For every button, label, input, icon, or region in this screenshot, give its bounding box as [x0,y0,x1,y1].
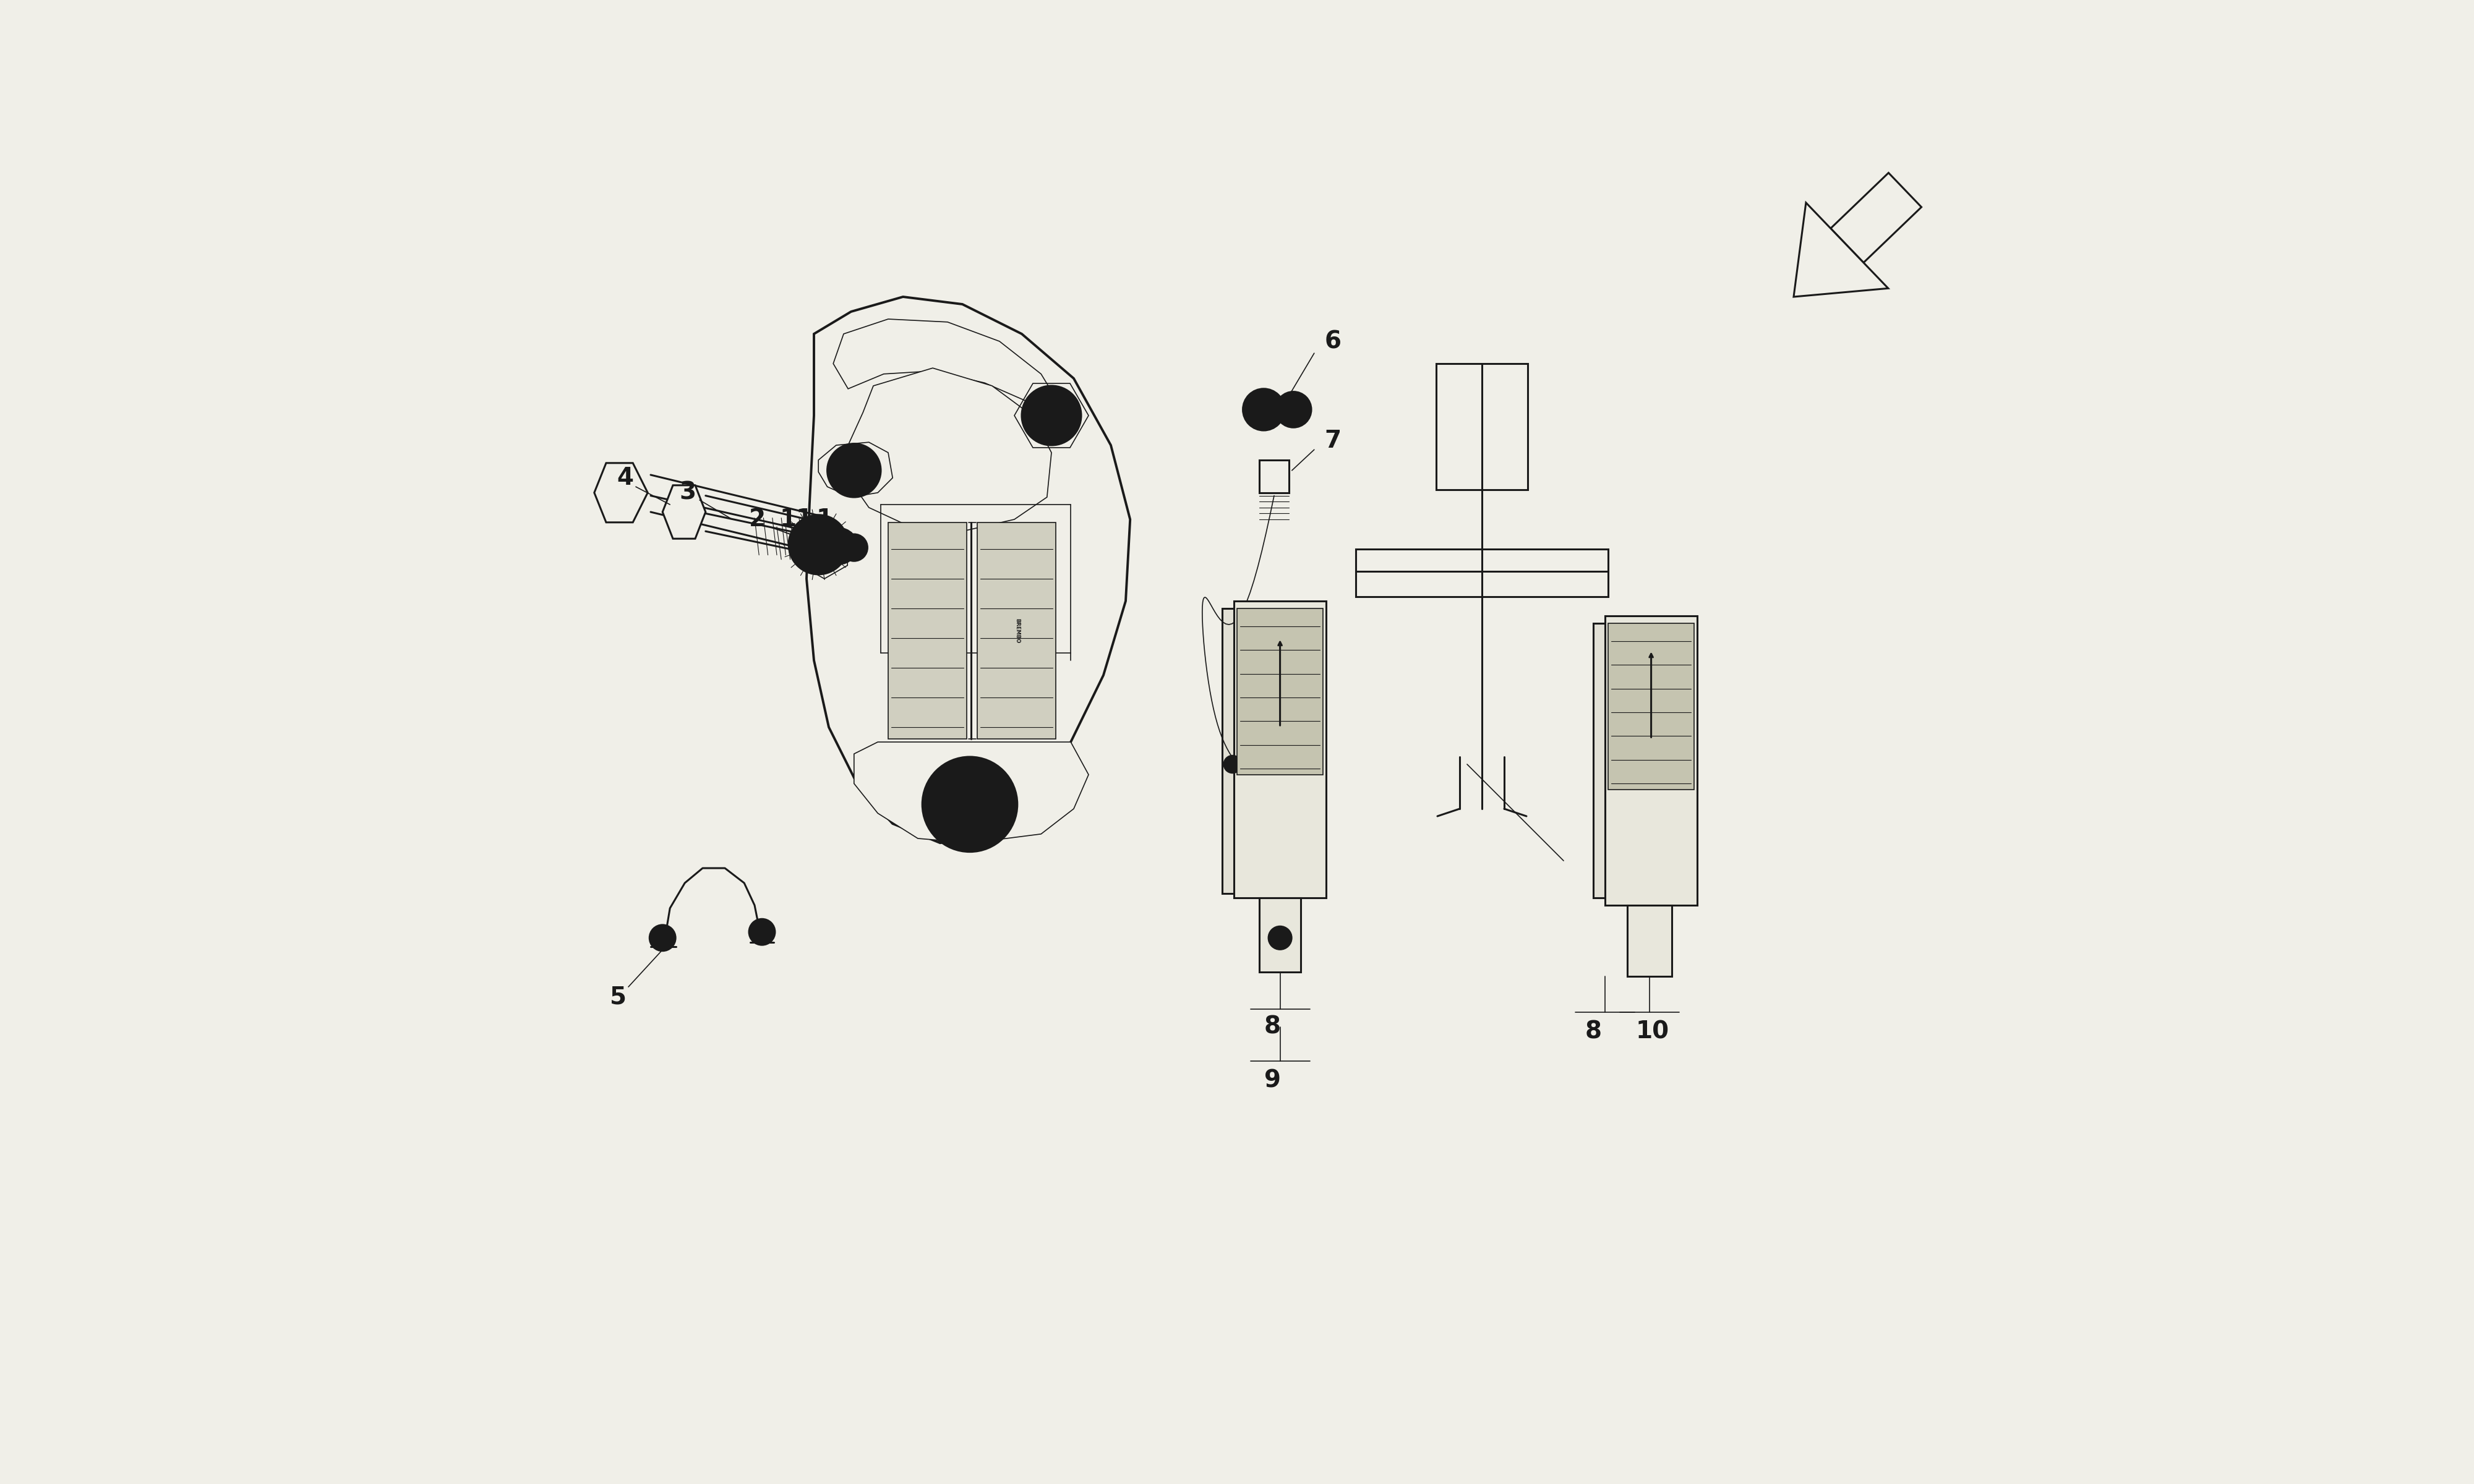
Circle shape [807,534,841,570]
Polygon shape [1606,616,1697,905]
Polygon shape [977,522,1056,739]
Circle shape [1277,392,1311,427]
Polygon shape [1608,623,1695,789]
Polygon shape [807,297,1131,843]
Circle shape [648,925,675,951]
Polygon shape [1237,608,1324,775]
Polygon shape [1628,905,1672,976]
Polygon shape [663,485,705,539]
Polygon shape [1222,608,1282,893]
Polygon shape [802,525,849,579]
Circle shape [750,919,774,945]
Circle shape [821,528,856,564]
Circle shape [789,515,849,574]
Text: 1: 1 [816,508,834,531]
Polygon shape [854,742,1089,843]
Circle shape [923,757,1017,852]
Text: 11: 11 [779,508,814,531]
Text: 10: 10 [1635,1020,1670,1043]
Polygon shape [1593,623,1653,898]
Text: 9: 9 [1264,1068,1282,1092]
Polygon shape [819,442,893,497]
Circle shape [1022,386,1081,445]
Polygon shape [1831,172,1922,263]
Circle shape [1269,926,1291,950]
Circle shape [826,444,881,497]
Circle shape [1225,755,1242,773]
Text: 8: 8 [1264,1015,1282,1039]
Polygon shape [888,522,967,739]
Polygon shape [594,463,648,522]
Polygon shape [1259,898,1301,972]
Text: 2: 2 [750,508,767,531]
Text: BREMBO: BREMBO [1014,619,1019,643]
Text: 5: 5 [609,985,626,1009]
Text: 7: 7 [1324,429,1341,453]
Polygon shape [1235,601,1326,898]
Circle shape [841,534,868,561]
Text: 6: 6 [1324,329,1341,353]
Circle shape [1242,389,1284,430]
Text: 3: 3 [680,481,695,505]
Bar [1435,364,1529,490]
Polygon shape [849,368,1051,531]
Polygon shape [1794,203,1888,297]
Bar [1356,549,1608,597]
Text: 4: 4 [616,466,633,490]
Text: 8: 8 [1586,1020,1601,1043]
Polygon shape [834,319,1066,416]
Bar [1259,460,1289,493]
